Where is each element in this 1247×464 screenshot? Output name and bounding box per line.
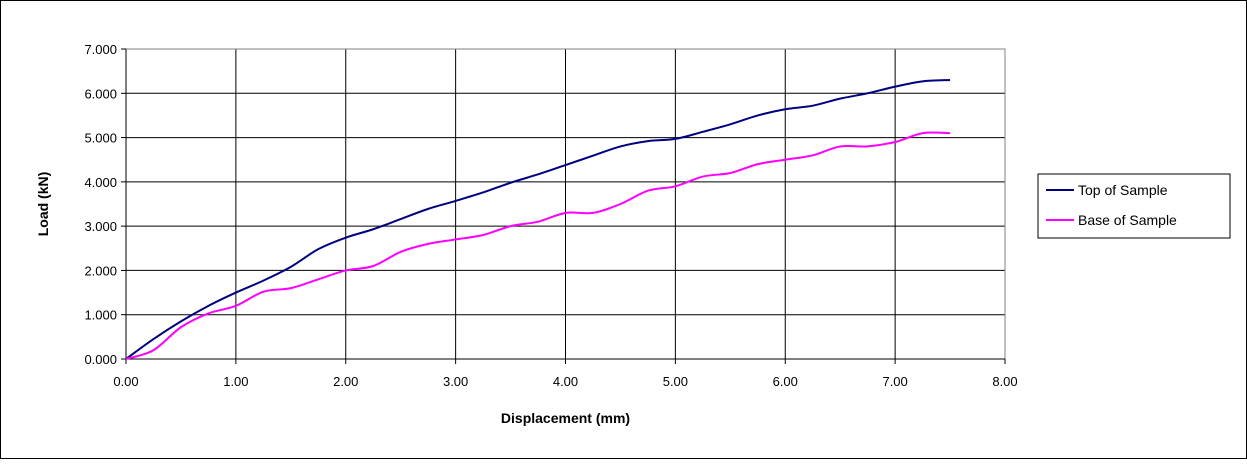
y-tick-label: 6.000 — [84, 86, 117, 101]
series-lines — [125, 79, 951, 360]
x-tick-label: 0.00 — [113, 374, 138, 389]
legend-label: Top of Sample — [1078, 182, 1168, 198]
axes: 0.00 1.00 2.00 3.00 4.00 5.00 6.00 7.00 8.00 0.00… — [84, 42, 1017, 389]
legend: Top of Sample Base of Sample — [1037, 173, 1231, 239]
x-tick-label: 6.00 — [773, 374, 798, 389]
y-tick-label: 4.000 — [84, 175, 117, 190]
y-tick-label: 3.000 — [84, 219, 117, 234]
y-tick-label: 0.000 — [84, 352, 117, 367]
y-tick-label: 2.000 — [84, 263, 117, 278]
legend-label: Base of Sample — [1078, 212, 1177, 228]
x-tick-label: 4.00 — [553, 374, 578, 389]
y-tick-label: 1.000 — [84, 308, 117, 323]
series-line-top-of-sample — [125, 79, 951, 360]
y-tick-label: 7.000 — [84, 42, 117, 57]
x-tick-label: 3.00 — [443, 374, 468, 389]
y-tick-label: 5.000 — [84, 131, 117, 146]
x-tick-label: 2.00 — [333, 374, 358, 389]
x-tick-label: 8.00 — [992, 374, 1017, 389]
y-axis-label: Load (kN) — [35, 172, 51, 237]
x-axis-label: Displacement (mm) — [501, 410, 630, 426]
legend-box — [1037, 173, 1231, 239]
series-line-base-of-sample — [125, 131, 951, 360]
gridlines — [126, 48, 1006, 359]
x-tick-label: 1.00 — [223, 374, 248, 389]
x-tick-label: 5.00 — [663, 374, 688, 389]
x-tick-label: 7.00 — [882, 374, 907, 389]
